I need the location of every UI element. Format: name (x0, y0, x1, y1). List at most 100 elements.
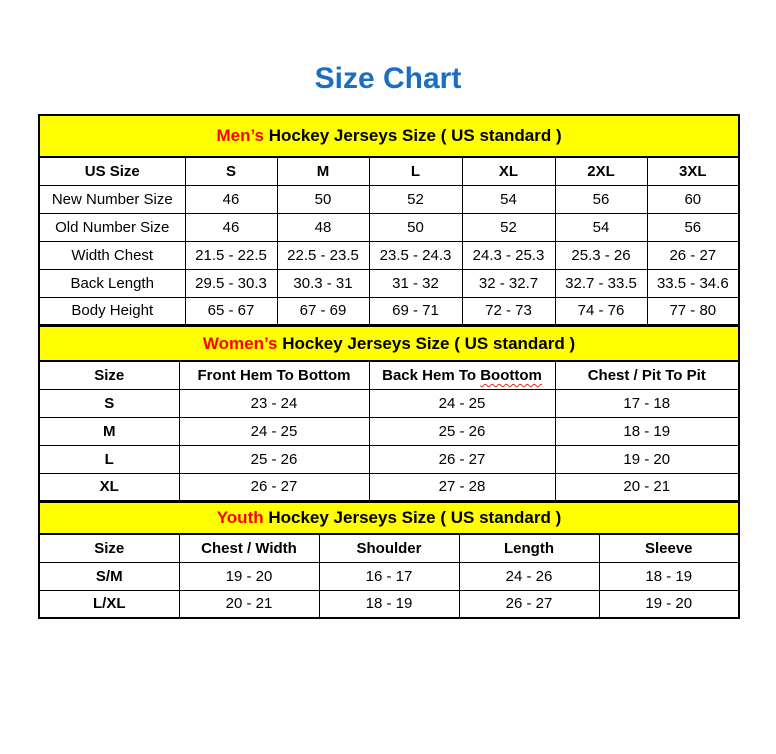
column-header: Back Hem To Boottom (368, 360, 556, 390)
column-header-row: Size Chest / Width Shoulder Length Sleeve (38, 533, 740, 563)
section-row: Youth Hockey Jerseys Size ( US standard … (38, 501, 740, 535)
row-label: Old Number Size (38, 212, 186, 242)
row-label: L (38, 444, 180, 474)
cell: 52 (368, 184, 463, 214)
table-row: L/XL 20 - 21 18 - 19 26 - 27 19 - 20 (38, 589, 740, 619)
table-row: Back Length 29.5 - 30.3 30.3 - 31 31 - 32 32… (38, 268, 740, 298)
column-header: XL (461, 156, 556, 186)
table-row: Old Number Size 46 48 50 52 54 56 (38, 212, 740, 242)
cell: 23 - 24 (178, 388, 370, 418)
cell: 48 (276, 212, 370, 242)
row-label: Back Length (38, 268, 186, 298)
cell: 20 - 21 (554, 472, 740, 502)
cell: 67 - 69 (276, 296, 370, 326)
cell: 77 - 80 (646, 296, 740, 326)
page-title: Size Chart (314, 62, 462, 95)
section-row: Women’s Hockey Jerseys Size ( US standar… (37, 325, 741, 362)
womens-section-header: Women’s Hockey Jerseys Size ( US standar… (37, 325, 741, 362)
column-header: Sleeve (598, 533, 740, 563)
table-row: M 24 - 25 25 - 26 18 - 19 (38, 416, 740, 446)
cell: 19 - 20 (178, 561, 320, 591)
cell: 54 (461, 184, 556, 214)
cell: 19 - 20 (554, 444, 740, 474)
section-title-rest: Hockey Jerseys Size ( US standard ) (264, 126, 562, 145)
cell: 25.3 - 26 (554, 240, 648, 270)
column-header: Chest / Pit To Pit (554, 360, 740, 390)
cell: 65 - 67 (184, 296, 278, 326)
column-header: Size (38, 533, 180, 563)
column-header: Chest / Width (178, 533, 320, 563)
cell: 25 - 26 (368, 416, 556, 446)
column-header: Front Hem To Bottom (178, 360, 370, 390)
row-label: XL (38, 472, 180, 502)
misspelled-word: Boottom (480, 366, 542, 384)
table-row: S 23 - 24 24 - 25 17 - 18 (38, 388, 740, 418)
youth-size-table: Youth Hockey Jerseys Size ( US standard … (38, 501, 740, 619)
column-header: Shoulder (318, 533, 460, 563)
row-label: New Number Size (38, 184, 186, 214)
cell: 56 (554, 184, 648, 214)
row-label: S (38, 388, 180, 418)
section-row: Men’s Hockey Jerseys Size ( US standard … (37, 114, 741, 158)
cell: 17 - 18 (554, 388, 740, 418)
cell: 32.7 - 33.5 (554, 268, 648, 298)
cell: 31 - 32 (368, 268, 463, 298)
column-header: S (184, 156, 278, 186)
cell: 24 - 25 (368, 388, 556, 418)
cell: 46 (184, 212, 278, 242)
row-label: L/XL (38, 589, 180, 619)
cell: 19 - 20 (598, 589, 740, 619)
cell: 32 - 32.7 (461, 268, 556, 298)
cell: 18 - 19 (318, 589, 460, 619)
cell: 54 (554, 212, 648, 242)
cell: 60 (646, 184, 740, 214)
cell: 56 (646, 212, 740, 242)
table-row: S/M 19 - 20 16 - 17 24 - 26 18 - 19 (38, 561, 740, 591)
cell: 29.5 - 30.3 (184, 268, 278, 298)
column-header: M (276, 156, 370, 186)
section-title-rest: Hockey Jerseys Size ( US standard ) (263, 508, 562, 527)
cell: 26 - 27 (458, 589, 600, 619)
cell: 27 - 28 (368, 472, 556, 502)
cell: 50 (368, 212, 463, 242)
column-header-row: Size Front Hem To Bottom Back Hem To Boott… (38, 360, 740, 390)
column-header: L (368, 156, 463, 186)
section-title-rest: Hockey Jerseys Size ( US standard ) (277, 333, 576, 353)
row-label: Body Height (38, 296, 186, 326)
cell: 24.3 - 25.3 (461, 240, 556, 270)
cell: 24 - 25 (178, 416, 370, 446)
section-highlight-word: Women’s (202, 333, 278, 353)
mens-section-header: Men’s Hockey Jerseys Size ( US standard … (37, 114, 741, 158)
cell: 18 - 19 (554, 416, 740, 446)
size-tables: Men’s Hockey Jerseys Size ( US standard … (37, 114, 741, 619)
section-highlight-word: Youth (216, 508, 264, 527)
row-label: M (38, 416, 180, 446)
size-chart-page: Size Chart Men’s Hockey Jerseys Size ( U… (0, 62, 776, 619)
column-header: 2XL (554, 156, 648, 186)
youth-section-header: Youth Hockey Jerseys Size ( US standard … (38, 501, 740, 535)
cell: 30.3 - 31 (276, 268, 370, 298)
cell: 20 - 21 (178, 589, 320, 619)
cell: 26 - 27 (646, 240, 740, 270)
column-header: 3XL (646, 156, 740, 186)
cell: 25 - 26 (178, 444, 370, 474)
cell: 26 - 27 (368, 444, 556, 474)
womens-size-table: Women’s Hockey Jerseys Size ( US standar… (37, 325, 741, 502)
table-row: L 25 - 26 26 - 27 19 - 20 (38, 444, 740, 474)
table-row: Body Height 65 - 67 67 - 69 69 - 71 72 - 73 7… (38, 296, 740, 326)
column-header: Size (38, 360, 180, 390)
column-header: Length (458, 533, 600, 563)
column-header-text: Back Hem To (382, 366, 481, 384)
row-label: S/M (38, 561, 180, 591)
cell: 46 (184, 184, 278, 214)
cell: 24 - 26 (458, 561, 600, 591)
cell: 22.5 - 23.5 (276, 240, 370, 270)
mens-size-table: Men’s Hockey Jerseys Size ( US standard … (37, 114, 741, 326)
cell: 74 - 76 (554, 296, 648, 326)
cell: 69 - 71 (368, 296, 463, 326)
cell: 21.5 - 22.5 (184, 240, 278, 270)
row-label: Width Chest (38, 240, 186, 270)
section-highlight-word: Men’s (216, 126, 264, 145)
cell: 52 (461, 212, 556, 242)
cell: 50 (276, 184, 370, 214)
